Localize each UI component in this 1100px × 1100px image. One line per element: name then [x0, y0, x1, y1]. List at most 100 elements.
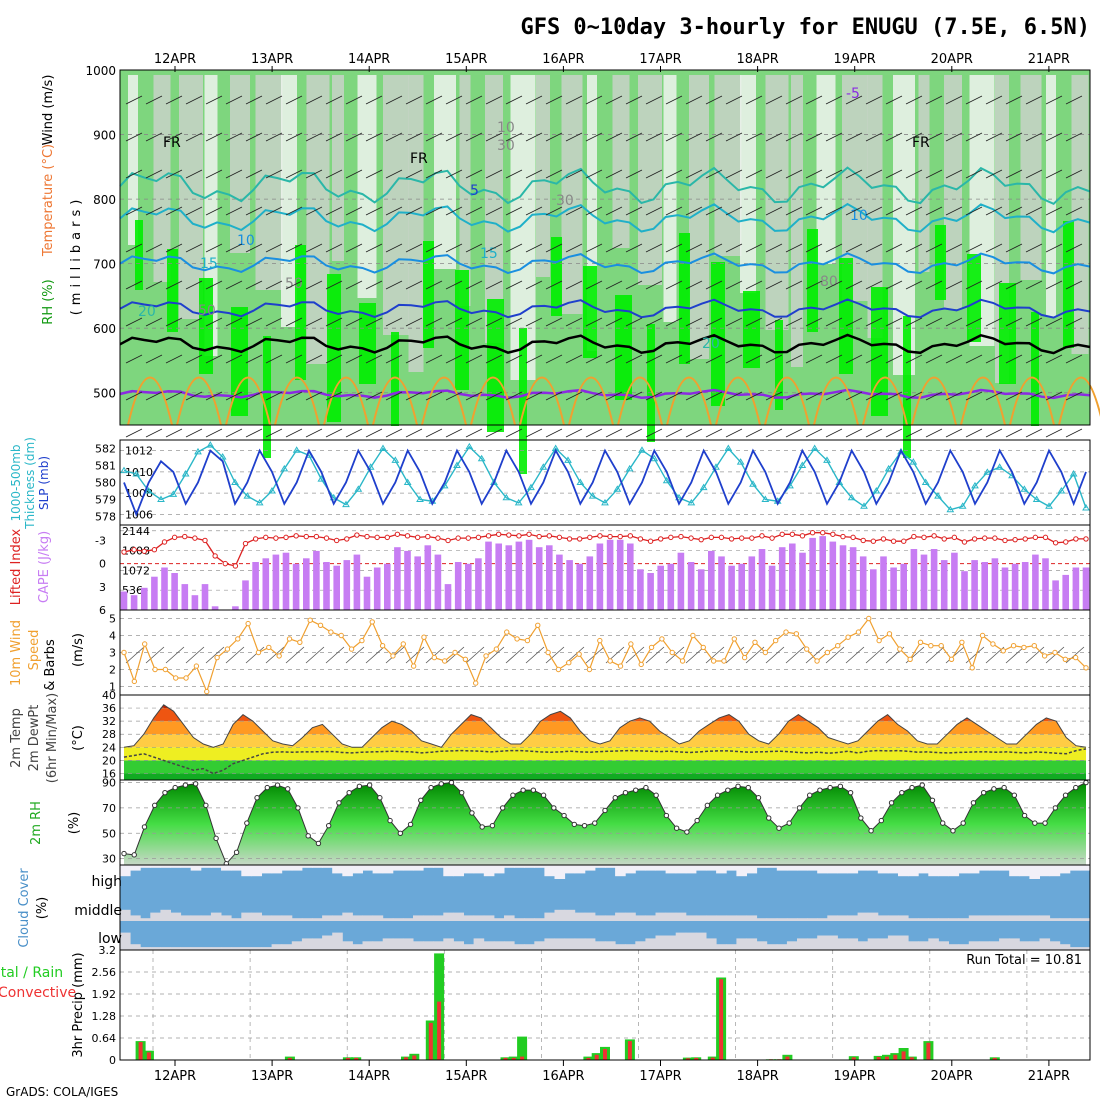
wind-barb [925, 428, 943, 438]
rh-dry-band [408, 75, 424, 372]
thickness-point [625, 464, 634, 472]
date-label-bottom: 18APR [736, 1069, 778, 1084]
temp-tick-label: 40 [102, 689, 116, 702]
contour-label: 50 [198, 303, 216, 319]
rh-moist-band [231, 307, 248, 416]
wind-barb [1065, 391, 1083, 401]
wind-barb [1025, 280, 1043, 290]
lifted-index-point [961, 539, 968, 545]
wind-barb [265, 354, 283, 364]
lifted-index-point [728, 536, 735, 542]
wind-barb [265, 317, 283, 327]
upper-air-panel: 500 600 700 800 900 1000 FR FR FR -5 5 10 10 15 15 20 20… [85, 64, 1100, 474]
rh-point [980, 789, 987, 796]
lifted-index-point [212, 553, 218, 559]
precip-tick-label: 0 [109, 1054, 116, 1067]
lifted-index-point [1063, 539, 1069, 545]
wind-barb [225, 280, 243, 290]
cape-bar [1011, 563, 1019, 610]
rh-point [1021, 812, 1028, 819]
rh-dry-band [1046, 75, 1056, 317]
rh-point [172, 784, 178, 791]
lifted-index-point [587, 534, 593, 541]
wind-barb [365, 243, 383, 253]
rh-dry-band [740, 75, 756, 293]
thickness-point [958, 502, 967, 509]
precip-tick-label: 3.2 [99, 944, 117, 957]
lifted-index-point [121, 549, 127, 555]
wind-barb [905, 354, 923, 364]
lifted-index-point [1002, 537, 1008, 544]
isotherm-freezing [119, 333, 1091, 355]
cloud-panel [120, 865, 1091, 950]
cloud-bar [392, 938, 404, 950]
wind-barb [225, 243, 243, 253]
lifted-index-point [141, 548, 147, 554]
cape-bar [292, 563, 300, 610]
wind-barb [765, 169, 783, 179]
cloud-high-bar [392, 865, 404, 871]
wind-speed-point [566, 660, 572, 666]
wind-speed-point [907, 656, 913, 662]
wind-barb [885, 169, 903, 179]
wind-barb-10m [365, 646, 385, 664]
cloud-bar [483, 915, 495, 921]
wind-barb [465, 243, 483, 253]
wind-barb [725, 132, 743, 142]
precip-conv-bar [685, 1058, 690, 1060]
lifted-index-point [435, 535, 441, 541]
cloud-bar [665, 912, 677, 921]
cape-bar [616, 539, 624, 610]
lifted-index-point [617, 533, 623, 540]
cloud-bar [463, 915, 475, 921]
wind-barb [545, 280, 563, 290]
wind-barb [305, 317, 323, 327]
wind-barb [685, 206, 703, 216]
rh-moist-band [295, 245, 306, 380]
wind-barb [965, 95, 983, 105]
isotherm-25-arc [764, 376, 810, 426]
rh-moist-band [743, 291, 760, 368]
wind-barb [1005, 391, 1023, 401]
rh-point [1011, 792, 1018, 798]
cloud-high-bar [402, 865, 414, 871]
cloud-bar [150, 912, 161, 921]
wind-barb [505, 169, 523, 179]
cloud-high-bar [312, 865, 323, 868]
wind-barb [565, 132, 583, 142]
wind-barb [305, 391, 323, 401]
rh-point [755, 795, 762, 801]
wind-barb [865, 95, 883, 105]
rh-point [264, 784, 270, 791]
cloud-bar [504, 915, 515, 921]
wind-barb [925, 391, 943, 401]
cloud-high-bar [372, 865, 384, 874]
contour-label: 30 [497, 138, 515, 154]
wind-barb [665, 391, 683, 401]
wind-barb [645, 243, 663, 253]
cloud-bar [706, 938, 717, 950]
cloud-bar [584, 912, 596, 921]
wind-barb [625, 95, 643, 105]
rh-point [950, 828, 956, 834]
cloud-bar [544, 912, 555, 921]
wind-speed-point [638, 661, 644, 668]
lifted-index-point [414, 534, 421, 541]
thickness-point [601, 498, 609, 506]
wind-barb [365, 391, 383, 401]
rh-dry-band [944, 75, 962, 309]
wind-barb [605, 280, 623, 290]
cloud-bar [928, 918, 939, 921]
rh-point [305, 833, 311, 839]
cloud-bar [756, 918, 768, 921]
cloud-bar [1029, 941, 1040, 950]
pressure-tick-label: 600 [93, 322, 116, 336]
wind-barb [525, 317, 543, 327]
cloud-high-bar [706, 865, 717, 871]
precip-conv-bar [412, 1055, 417, 1060]
cloud-bar [958, 944, 970, 950]
wind-barb [605, 391, 623, 401]
cloud-bar [504, 941, 515, 950]
wind-barb-10m [865, 646, 885, 664]
rh-dry-band [1020, 75, 1042, 280]
